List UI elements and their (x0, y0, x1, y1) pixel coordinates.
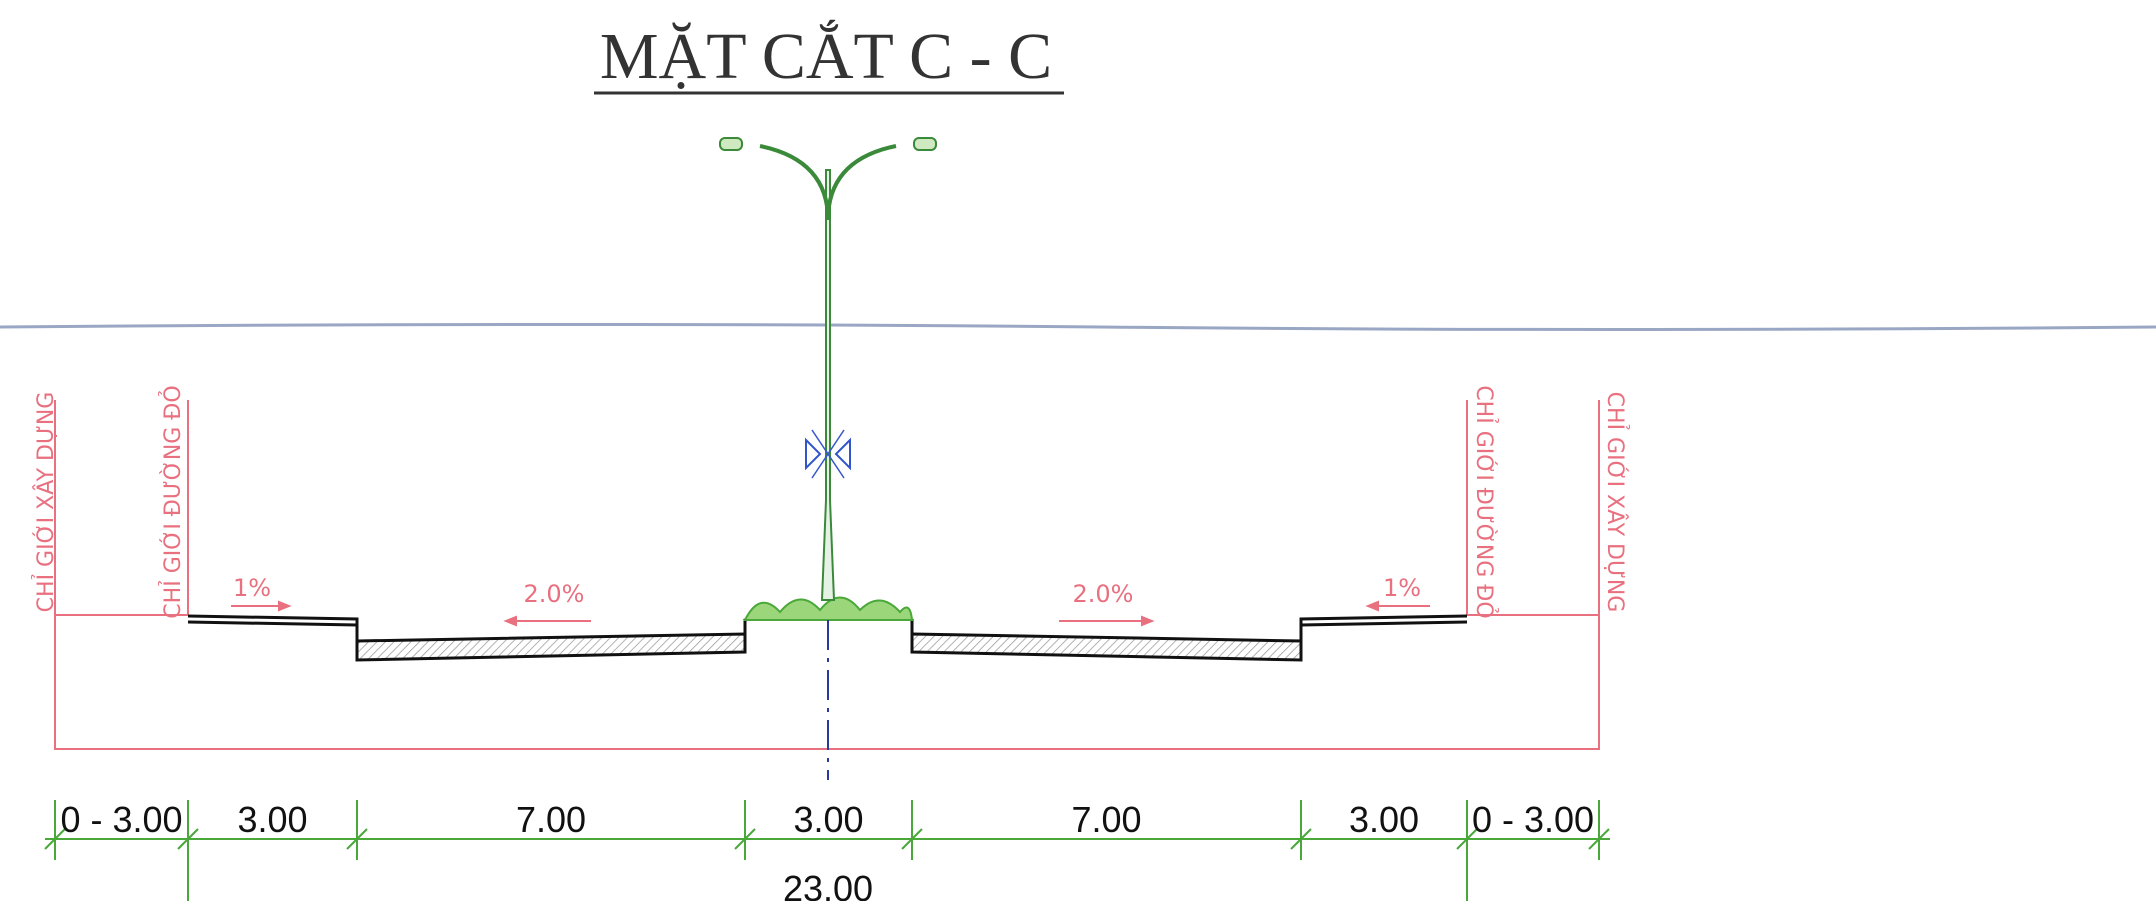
slope-label: 2.0% (1073, 580, 1134, 608)
slope-arrows (231, 600, 1430, 627)
dimension-label: 3.00 (237, 799, 307, 840)
boundary-label: CHỈ GIỚI ĐƯỜNG ĐỎ (158, 385, 186, 618)
scan-line (0, 323, 2156, 331)
boundary-label: CHỈ GIỚI XÂY DỰNG (32, 392, 59, 613)
title: MẶT CẮT C - C (600, 19, 1052, 93)
boundary-label: CHỈ GIỚI XÂY DỰNG (1602, 392, 1629, 613)
slope-label: 1% (1383, 574, 1421, 602)
dimension-label: 0 - 3.00 (60, 799, 182, 840)
boundary-label: CHỈ GIỚI ĐƯỜNG ĐỎ (1471, 385, 1499, 618)
dimension-label: 3.00 (793, 799, 863, 840)
dimension-label: 0 - 3.00 (1472, 799, 1594, 840)
dimension-label: 7.00 (516, 799, 586, 840)
median-lamp (719, 137, 937, 780)
dimension-label: 3.00 (1349, 799, 1419, 840)
slope-label: 2.0% (524, 580, 585, 608)
total-width: 23.00 (783, 868, 873, 901)
dimension-line (44, 800, 1610, 901)
dimension-label: 7.00 (1071, 799, 1141, 840)
slope-label: 1% (233, 574, 271, 602)
